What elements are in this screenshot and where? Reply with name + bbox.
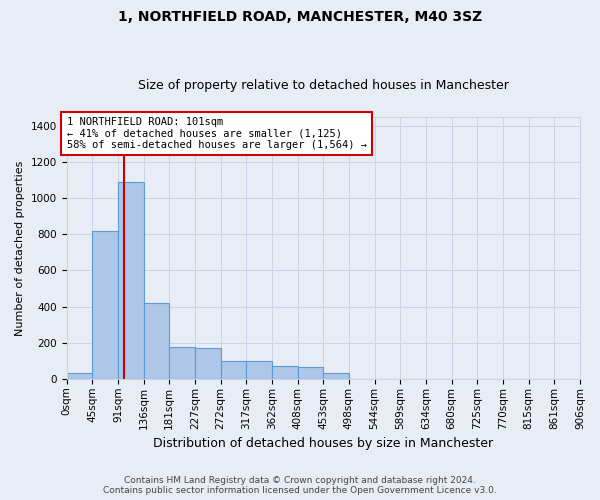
Bar bbox=[298, 367, 323, 379]
Text: Contains HM Land Registry data © Crown copyright and database right 2024.
Contai: Contains HM Land Registry data © Crown c… bbox=[103, 476, 497, 495]
Bar bbox=[92, 230, 118, 379]
Text: 1 NORTHFIELD ROAD: 101sqm
← 41% of detached houses are smaller (1,125)
58% of se: 1 NORTHFIELD ROAD: 101sqm ← 41% of detac… bbox=[67, 117, 367, 150]
Bar bbox=[118, 182, 143, 379]
Bar bbox=[169, 348, 195, 379]
Y-axis label: Number of detached properties: Number of detached properties bbox=[15, 160, 25, 336]
Bar bbox=[323, 374, 349, 379]
Text: 1, NORTHFIELD ROAD, MANCHESTER, M40 3SZ: 1, NORTHFIELD ROAD, MANCHESTER, M40 3SZ bbox=[118, 10, 482, 24]
Bar bbox=[143, 303, 169, 379]
Title: Size of property relative to detached houses in Manchester: Size of property relative to detached ho… bbox=[138, 79, 509, 92]
X-axis label: Distribution of detached houses by size in Manchester: Distribution of detached houses by size … bbox=[153, 437, 493, 450]
Bar bbox=[67, 374, 92, 379]
Bar bbox=[221, 361, 246, 379]
Bar bbox=[246, 361, 272, 379]
Bar bbox=[272, 366, 298, 379]
Bar bbox=[195, 348, 221, 379]
